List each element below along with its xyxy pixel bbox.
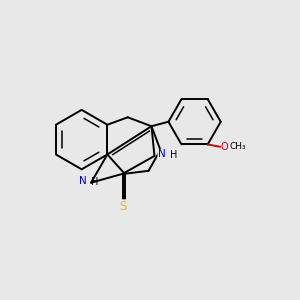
Text: CH₃: CH₃ bbox=[230, 142, 246, 151]
Text: S: S bbox=[119, 200, 126, 213]
Text: N: N bbox=[158, 149, 166, 160]
Text: H: H bbox=[170, 150, 177, 160]
Text: O: O bbox=[221, 142, 228, 152]
Text: H: H bbox=[91, 176, 98, 187]
Text: N: N bbox=[79, 176, 87, 186]
